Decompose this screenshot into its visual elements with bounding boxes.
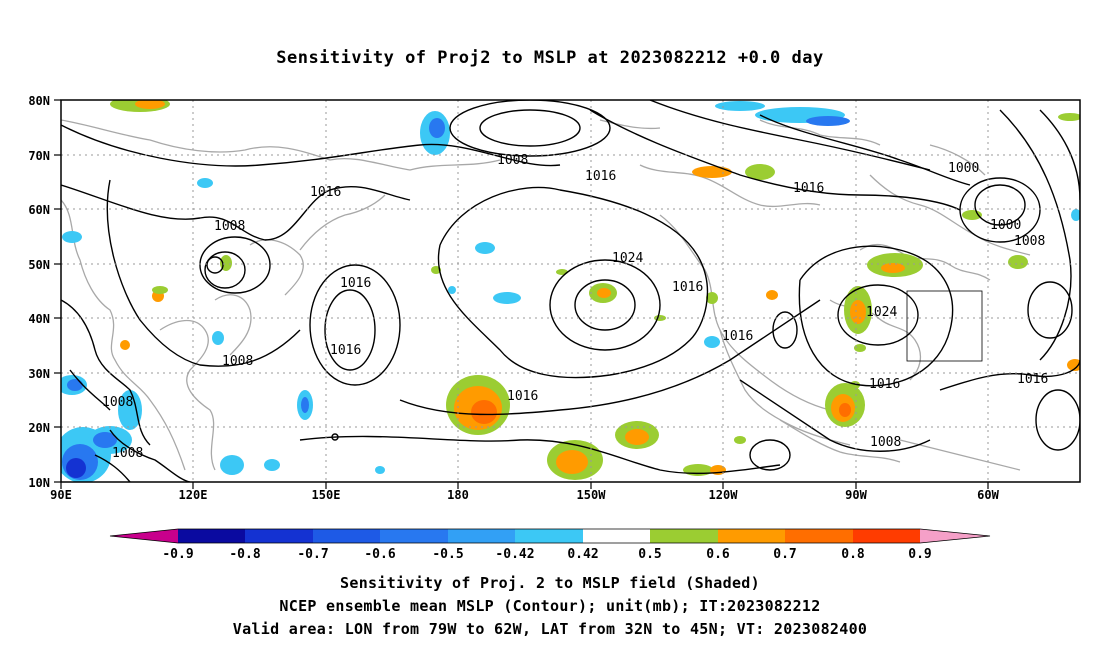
lon-label: 60W: [977, 488, 999, 502]
lon-label: 90E: [50, 488, 72, 502]
lat-label: 30N: [28, 367, 50, 381]
contour-label: 1016: [672, 280, 703, 295]
colorbar-swatch: [380, 529, 448, 543]
lon-label: 120E: [179, 488, 208, 502]
lat-label: 20N: [28, 421, 50, 435]
contour-label: 1016: [1017, 372, 1048, 387]
map-title: Sensitivity of Proj2 to MSLP at 20230822…: [276, 48, 824, 68]
colorbar-swatch: [178, 529, 245, 543]
colorbar-label: -0.42: [495, 547, 534, 562]
colorbar: -0.9 -0.8 -0.7 -0.6 -0.5 -0.42 0.42 0.5 …: [109, 528, 991, 562]
caption-valid-area: Valid area: LON from 79W to 62W, LAT fro…: [232, 620, 868, 638]
contour-label: 1008: [112, 446, 143, 461]
contour-label: 1000: [948, 161, 979, 176]
colorbar-swatch: [515, 529, 583, 543]
colorbar-label: 0.6: [706, 547, 730, 562]
lat-label: 50N: [28, 258, 50, 272]
colorbar-swatch: [583, 529, 650, 543]
lon-label: 150W: [577, 488, 607, 502]
colorbar-label: -0.6: [364, 547, 395, 562]
colorbar-swatch: [313, 529, 380, 543]
colorbar-swatch: [245, 529, 313, 543]
mslp-contours: [61, 100, 1080, 482]
lon-label: 90W: [845, 488, 867, 502]
colorbar-swatch: [448, 529, 515, 543]
colorbar-swatch: [785, 529, 853, 543]
contour-label: 1008: [1014, 234, 1045, 249]
colorbar-label: -0.7: [297, 547, 328, 562]
colorbar-swatch: [718, 529, 785, 543]
contour-label: 1016: [869, 377, 900, 392]
contour-label: 1016: [330, 343, 361, 358]
colorbar-label: 0.5: [638, 547, 661, 562]
lon-label: 120W: [709, 488, 739, 502]
contour-label: 1016: [340, 276, 371, 291]
contour-label: 1016: [585, 169, 616, 184]
lat-label: 10N: [28, 476, 50, 490]
coastlines: [61, 119, 1031, 471]
caption-contour: NCEP ensemble mean MSLP (Contour); unit(…: [279, 597, 821, 615]
contour-label: 1008: [870, 435, 901, 450]
colorbar-label: -0.9: [162, 547, 193, 562]
lat-label: 70N: [28, 149, 50, 163]
contour-label: 1008: [222, 354, 253, 369]
lat-label: 40N: [28, 312, 50, 326]
colorbar-swatch: [853, 529, 920, 543]
contour-label: 1016: [507, 389, 538, 404]
contour-label: 1008: [102, 395, 133, 410]
longitude-labels: 90E 120E 150E 180 150W 120W 90W 60W: [50, 488, 999, 502]
lon-label: 180: [447, 488, 469, 502]
valid-area-box: [906, 290, 983, 362]
latitude-labels: 80N 70N 60N 50N 40N 30N 20N 10N: [28, 94, 50, 490]
colorbar-swatch: [650, 529, 718, 543]
plot-frame: [60, 99, 1081, 483]
caption-shaded: Sensitivity of Proj. 2 to MSLP field (Sh…: [340, 574, 760, 592]
colorbar-label: 0.8: [841, 547, 865, 562]
sensitivity-shading: [61, 100, 1080, 482]
colorbar-label: 0.7: [773, 547, 796, 562]
graticule: [61, 100, 1080, 482]
contour-label: 1008: [497, 153, 528, 168]
lat-label: 80N: [28, 94, 50, 108]
colorbar-label: 0.42: [567, 547, 598, 562]
lat-label: 60N: [28, 203, 50, 217]
colorbar-label: -0.5: [432, 547, 463, 562]
contour-label: 1016: [310, 185, 341, 200]
axis-ticks: [54, 99, 989, 489]
colorbar-right-triangle: [920, 529, 990, 543]
colorbar-label: 0.9: [908, 547, 931, 562]
contour-labels: 1008 1016 1008 1016 1024 1016 1016 1016 …: [102, 153, 1048, 461]
lon-label: 150E: [312, 488, 341, 502]
contour-label: 1016: [793, 181, 824, 196]
colorbar-left-triangle: [110, 529, 178, 543]
colorbar-label: -0.8: [229, 547, 260, 562]
contour-label: 1000: [990, 218, 1021, 233]
contour-label: 1024: [612, 251, 643, 266]
contour-label: 1016: [722, 329, 753, 344]
contour-label: 1024: [866, 305, 897, 320]
contour-label: 1008: [214, 219, 245, 234]
